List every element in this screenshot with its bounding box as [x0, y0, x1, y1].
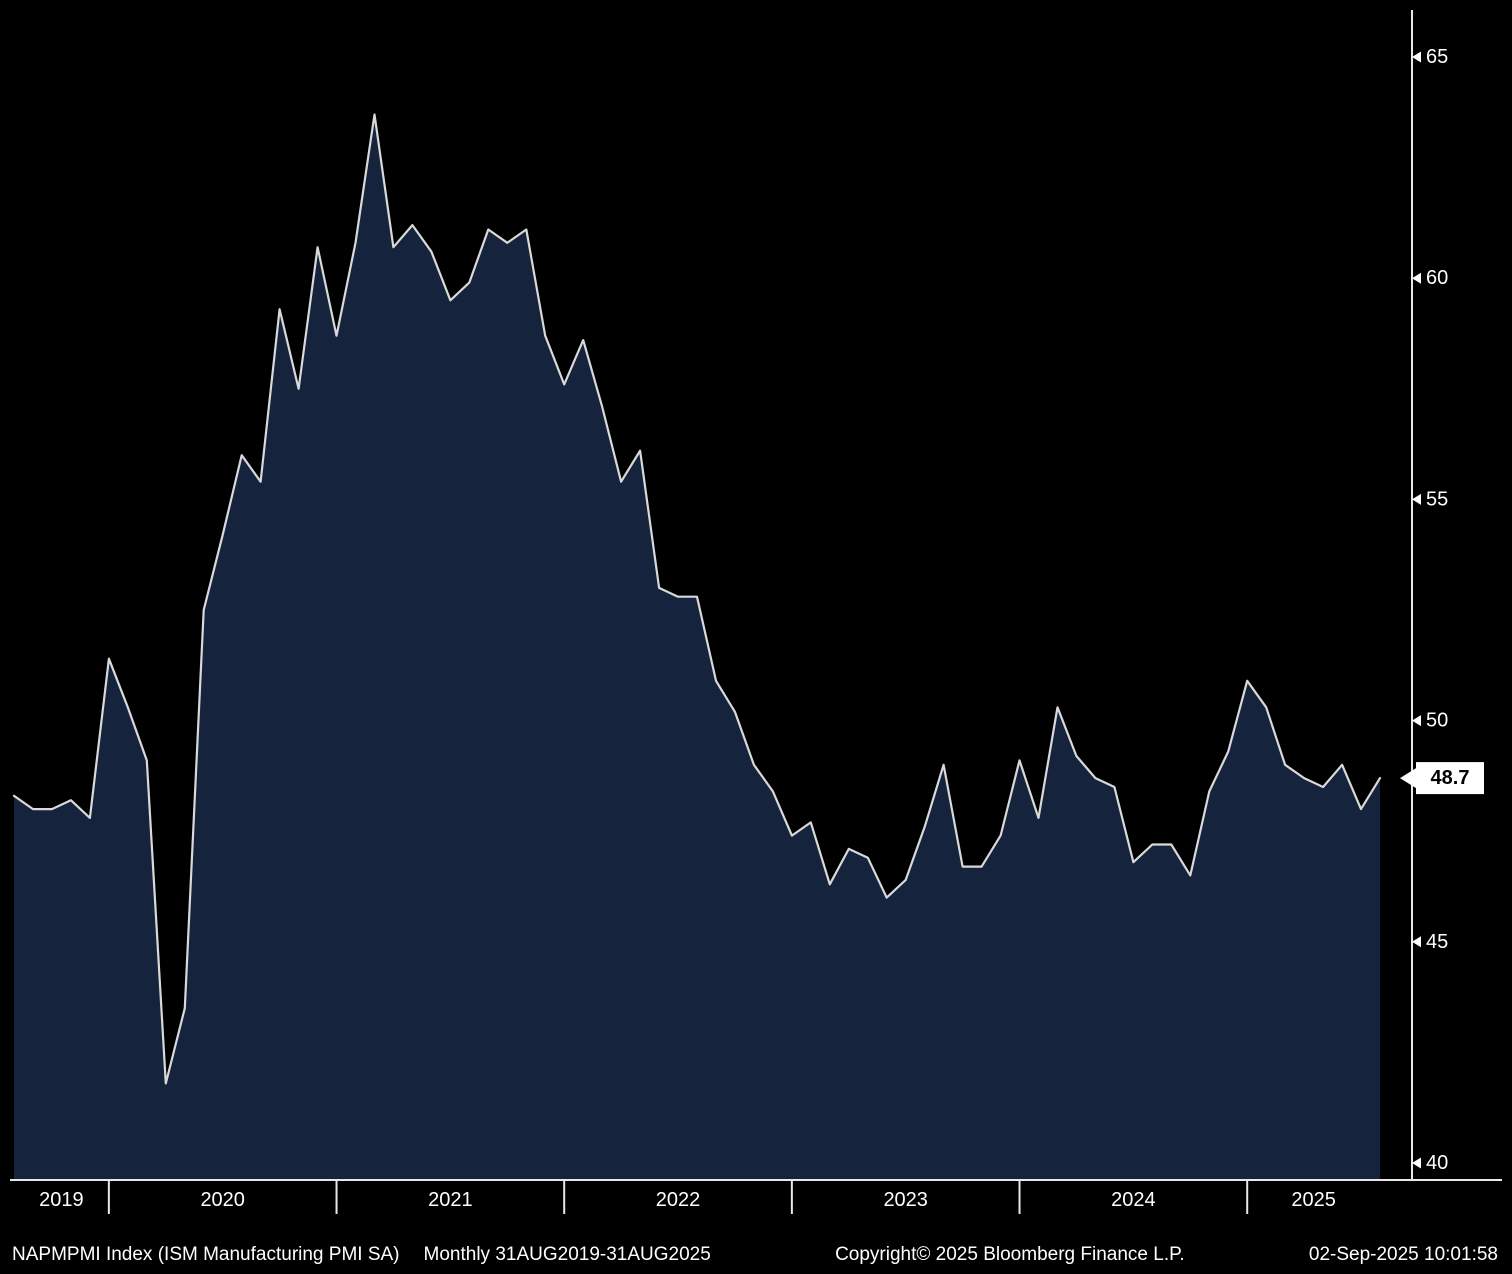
- x-year-label: 2019: [39, 1189, 84, 1211]
- footer-period-range: Monthly 31AUG2019-31AUG2025: [423, 1244, 711, 1265]
- y-tick-marker: [1412, 51, 1421, 63]
- last-value-tag-text: 48.7: [1431, 767, 1470, 789]
- x-year-label: 2024: [1111, 1189, 1156, 1211]
- y-tick-label: 55: [1426, 488, 1448, 510]
- last-value-tag: 48.7: [1400, 762, 1484, 795]
- y-tick-marker: [1412, 715, 1421, 727]
- pmi-area-fill: [14, 114, 1380, 1180]
- footer-security-name: NAPMPMI Index (ISM Manufacturing PMI SA): [12, 1244, 400, 1265]
- y-tick-label: 40: [1426, 1152, 1448, 1174]
- y-tick-marker: [1412, 272, 1421, 284]
- y-tick-marker: [1412, 1157, 1421, 1169]
- x-year-label: 2025: [1291, 1189, 1336, 1211]
- last-value-tag-notch: [1400, 768, 1416, 789]
- y-tick-label: 45: [1426, 931, 1448, 953]
- y-tick-label: 65: [1426, 46, 1448, 68]
- chart-footer: NAPMPMI Index (ISM Manufacturing PMI SA)…: [12, 1244, 1498, 1266]
- x-year-label: 2020: [200, 1189, 245, 1211]
- pmi-line: [12, 113, 1382, 1085]
- last-value-tag-box: [1416, 762, 1484, 795]
- x-year-label: 2021: [428, 1189, 473, 1211]
- x-year-label: 2023: [883, 1189, 928, 1211]
- y-tick-marker: [1412, 936, 1421, 948]
- footer-datetime: 02-Sep-2025 10:01:58: [1308, 1244, 1498, 1265]
- x-year-label: 2022: [656, 1189, 701, 1211]
- y-tick-label: 60: [1426, 267, 1448, 289]
- y-tick-label: 50: [1426, 710, 1448, 732]
- footer-copyright: Copyright© 2025 Bloomberg Finance L.P.: [835, 1244, 1185, 1265]
- footer-left-group: NAPMPMI Index (ISM Manufacturing PMI SA)…: [12, 1244, 711, 1266]
- y-tick-marker: [1412, 493, 1421, 505]
